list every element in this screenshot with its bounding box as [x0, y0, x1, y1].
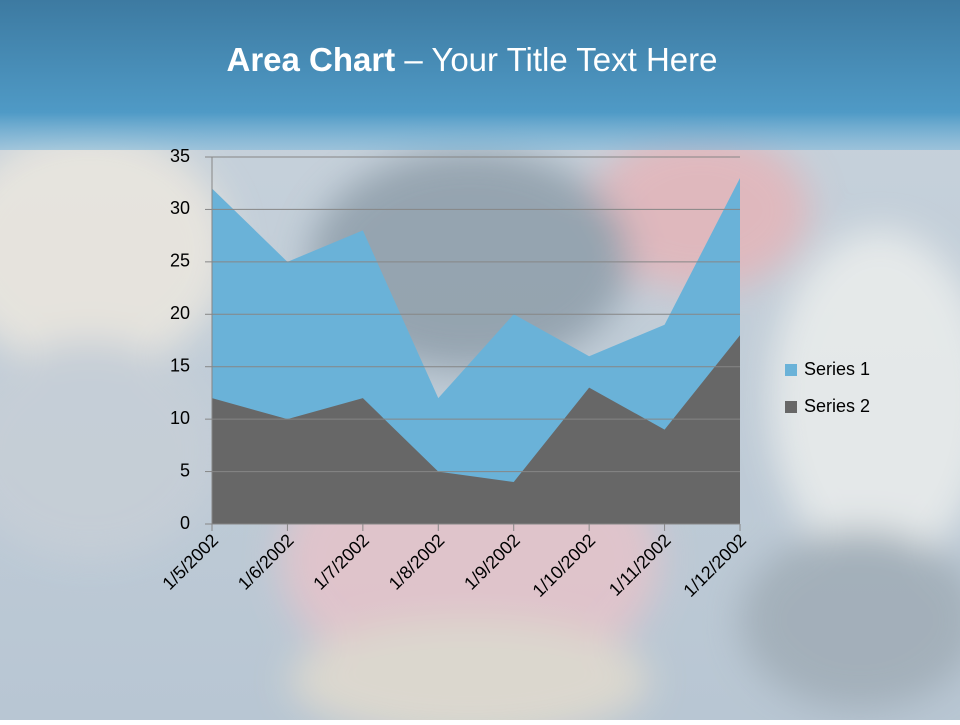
y-tick-label: 20 — [170, 303, 190, 323]
background-photo — [0, 130, 960, 725]
y-tick-label: 15 — [170, 355, 190, 375]
title-bold: Area Chart — [227, 41, 396, 78]
legend-swatch — [785, 401, 797, 413]
legend-label: Series 1 — [804, 359, 870, 379]
legend-swatch — [785, 364, 797, 376]
y-tick-label: 10 — [170, 408, 190, 428]
title-band — [0, 0, 960, 150]
y-tick-label: 35 — [170, 146, 190, 166]
area — [212, 335, 740, 524]
y-tick-label: 30 — [170, 198, 190, 218]
title-rest: – Your Title Text Here — [404, 41, 717, 78]
y-tick-label: 5 — [180, 460, 190, 480]
y-tick-label: 25 — [170, 251, 190, 271]
y-tick-label: 0 — [180, 513, 190, 533]
legend-label: Series 2 — [804, 396, 870, 416]
slide-title: Area Chart – Your Title Text Here — [227, 41, 718, 78]
